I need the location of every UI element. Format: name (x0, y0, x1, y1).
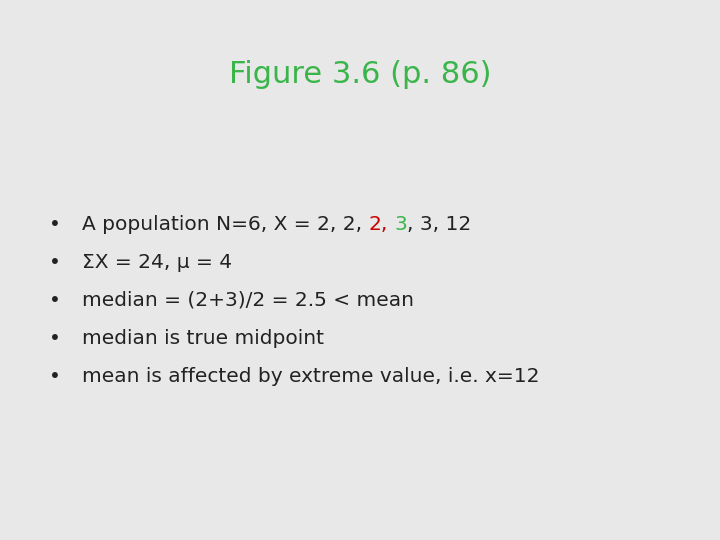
Text: 2,: 2, (369, 215, 388, 234)
Text: Figure 3.6 (p. 86): Figure 3.6 (p. 86) (229, 60, 491, 89)
Text: ΣX = 24, μ = 4: ΣX = 24, μ = 4 (82, 253, 232, 272)
Text: •: • (49, 291, 61, 310)
Text: median = (2+3)/2 = 2.5 < mean: median = (2+3)/2 = 2.5 < mean (82, 291, 414, 310)
Text: •: • (49, 329, 61, 348)
Text: •: • (49, 253, 61, 272)
Text: mean is affected by extreme value, i.e. x=12: mean is affected by extreme value, i.e. … (82, 367, 539, 386)
Text: median is true midpoint: median is true midpoint (82, 329, 324, 348)
Text: •: • (49, 367, 61, 386)
Text: A population N=6, X = 2, 2,: A population N=6, X = 2, 2, (82, 215, 369, 234)
Text: 3: 3 (395, 215, 407, 234)
Text: •: • (49, 215, 61, 234)
Text: , 3, 12: , 3, 12 (407, 215, 472, 234)
